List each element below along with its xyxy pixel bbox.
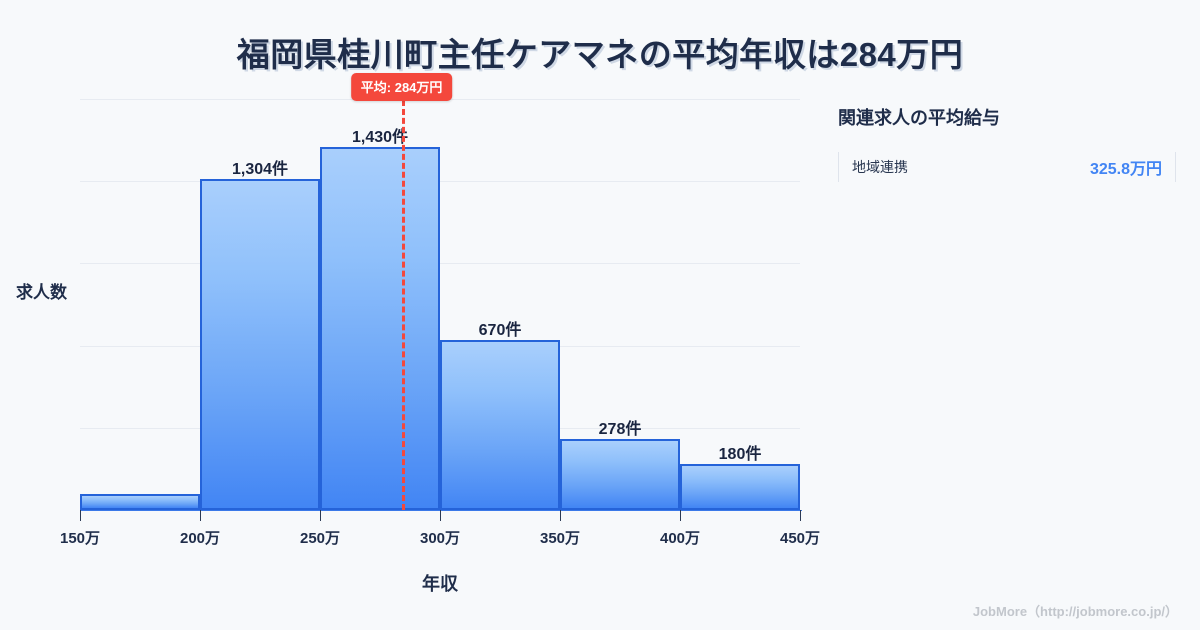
x-axis-tick-label: 350万: [539, 530, 581, 547]
x-axis-tick-label: 400万: [659, 530, 701, 547]
mean-badge: 平均: 284万円: [350, 73, 453, 101]
side-panel: 関連求人の平均給与 地域連携 325.8万円: [836, 104, 1176, 182]
side-panel-row-label: 地域連携: [852, 159, 908, 175]
side-panel-title: 関連求人の平均給与: [838, 108, 1000, 128]
x-axis-tick: [320, 510, 321, 521]
side-panel-row[interactable]: 地域連携 325.8万円: [838, 152, 1176, 182]
gridline: [80, 263, 800, 264]
x-axis-tick: [680, 510, 681, 521]
footer-watermark: JobMore（http://jobmore.co.jp/）: [972, 604, 1178, 619]
bar-value-label: 180件: [718, 446, 762, 464]
side-panel-row-value: 325.8万円: [1089, 161, 1162, 178]
x-axis-tick-label: 300万: [419, 530, 461, 547]
x-axis-tick: [560, 510, 561, 521]
x-axis-tick-label: 150万: [59, 530, 101, 547]
bar-value-label: 1,304件: [231, 161, 289, 179]
plot-area: 1,304件 1,430件 670件 278件 180件 150万 200万 250万 300万…: [60, 73, 820, 547]
x-axis-tick: [800, 510, 801, 521]
histogram-bar[interactable]: [680, 464, 800, 510]
x-axis-tick: [80, 510, 81, 521]
histogram-chart: 求人数 1,304件 1,430件 670件 278件 180件 150万 200万 250万…: [16, 73, 820, 594]
axis-baseline: [80, 510, 802, 511]
bar-value-label: 670件: [478, 322, 522, 340]
y-axis-title: 求人数: [16, 283, 67, 302]
histogram-bar[interactable]: [320, 147, 440, 510]
histogram-bar[interactable]: [200, 179, 320, 510]
histogram-bar[interactable]: [560, 439, 680, 510]
histogram-bar[interactable]: [80, 494, 200, 510]
bar-value-label: 278件: [598, 421, 642, 439]
x-axis-title: 年収: [422, 574, 458, 594]
side-panel-rows: 地域連携 325.8万円: [836, 152, 1176, 182]
bar-value-label: 1,430件: [351, 129, 409, 147]
x-axis-tick-label: 250万: [299, 530, 341, 547]
x-axis-tick: [200, 510, 201, 521]
gridline: [80, 181, 800, 182]
x-axis-tick: [440, 510, 441, 521]
x-axis-tick-label: 450万: [779, 530, 821, 547]
page-title: 福岡県桂川町主任ケアマネの平均年収は284万円: [236, 36, 964, 73]
x-axis-tick-label: 200万: [179, 530, 221, 547]
histogram-bar[interactable]: [440, 340, 560, 510]
mean-marker-line: [401, 91, 405, 510]
